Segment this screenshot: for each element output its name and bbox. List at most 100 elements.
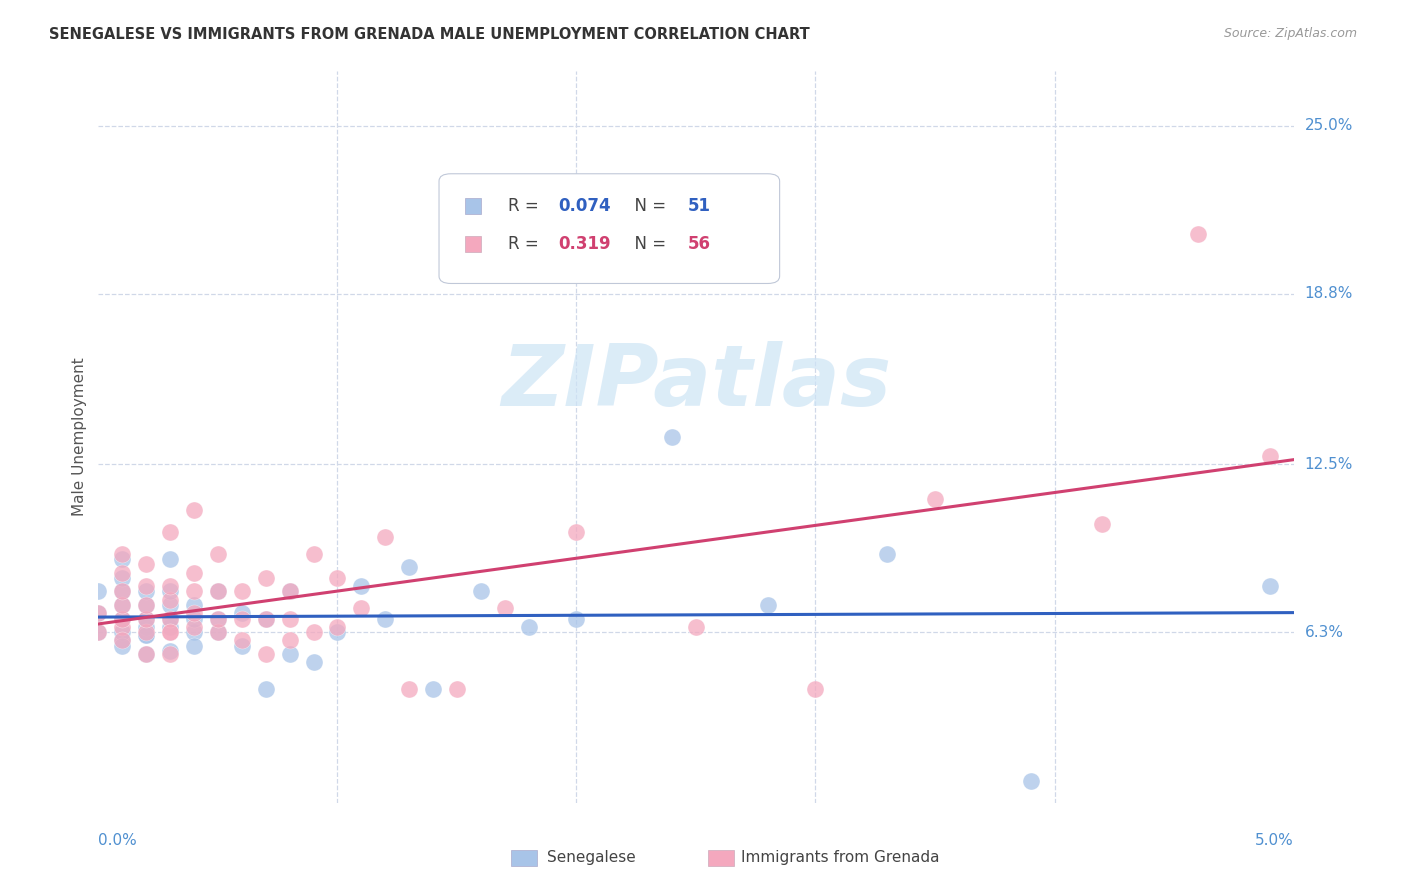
Point [111,552,134,566]
Point [159,598,181,612]
Point [254,647,277,661]
FancyBboxPatch shape [465,235,481,252]
Point [350,600,373,615]
Point [87,584,110,599]
Point [326,571,349,585]
Point [398,560,420,574]
Point [756,598,779,612]
Point [87,625,110,640]
Text: 5.0%: 5.0% [1254,833,1294,848]
Point [111,584,134,599]
Point [135,647,157,661]
Point [183,566,205,580]
Point [1187,227,1209,241]
Point [278,584,301,599]
Point [135,584,157,599]
Point [135,598,157,612]
Point [111,611,134,625]
Point [183,503,205,517]
Point [183,598,205,612]
Point [159,611,181,625]
Point [111,584,134,599]
FancyBboxPatch shape [510,850,537,866]
Point [231,639,253,653]
Point [159,611,181,625]
Point [183,584,205,599]
Y-axis label: Male Unemployment: Male Unemployment [72,358,87,516]
Text: N =: N = [624,197,672,215]
Point [111,571,134,585]
Point [207,547,229,561]
Point [876,547,898,561]
Point [494,600,516,615]
Point [183,620,205,634]
Point [135,647,157,661]
Text: 0.319: 0.319 [558,235,612,253]
Text: Immigrants from Grenada: Immigrants from Grenada [741,850,939,865]
Point [207,611,229,625]
Point [87,606,110,620]
Text: ZIPatlas: ZIPatlas [501,342,891,425]
Point [254,571,277,585]
Point [135,620,157,634]
Point [159,620,181,634]
Point [111,625,134,640]
Point [924,492,946,507]
Point [398,681,420,696]
Point [207,625,229,640]
Point [111,633,134,648]
Point [207,584,229,599]
Text: Source: ZipAtlas.com: Source: ZipAtlas.com [1223,27,1357,40]
Point [159,647,181,661]
Point [231,584,253,599]
Point [470,584,492,599]
Point [254,611,277,625]
Text: 51: 51 [688,197,710,215]
Text: 0.0%: 0.0% [98,833,138,848]
Point [302,547,325,561]
Point [111,547,134,561]
Point [159,644,181,658]
Point [661,430,683,444]
Point [159,592,181,607]
Point [446,681,468,696]
Point [183,611,205,625]
Point [111,620,134,634]
Point [254,681,277,696]
Text: R =: R = [509,197,544,215]
Point [135,611,157,625]
Point [278,633,301,648]
Point [1258,579,1281,593]
Point [278,647,301,661]
Point [517,620,540,634]
Point [159,625,181,640]
Point [302,625,325,640]
Point [565,524,588,539]
Point [207,584,229,599]
Point [111,566,134,580]
Point [326,620,349,634]
Point [159,524,181,539]
Point [183,639,205,653]
Point [135,579,157,593]
Text: 18.8%: 18.8% [1305,286,1353,301]
Point [685,620,707,634]
Point [231,633,253,648]
Point [350,579,373,593]
Point [1091,516,1114,531]
Point [111,633,134,648]
Point [135,598,157,612]
Point [135,628,157,642]
Point [183,606,205,620]
Point [326,625,349,640]
Point [1258,449,1281,463]
Text: 25.0%: 25.0% [1305,118,1353,133]
Point [278,584,301,599]
Point [135,558,157,572]
Point [1019,774,1042,789]
Point [565,611,588,625]
Point [374,530,396,544]
Point [135,625,157,640]
Point [111,598,134,612]
Point [159,625,181,640]
